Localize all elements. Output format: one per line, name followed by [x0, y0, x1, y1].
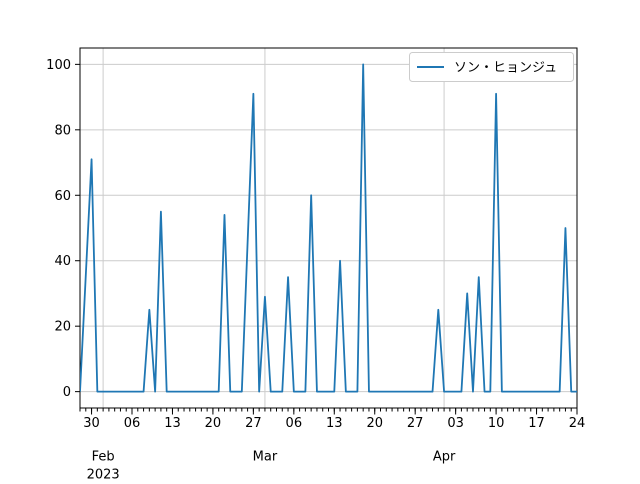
- y-tick-label: 80: [54, 123, 71, 138]
- gridlines: [80, 48, 577, 408]
- x-month-label: Apr: [433, 450, 456, 465]
- data-series: [80, 63, 577, 393]
- x-tick-label: 24: [569, 416, 586, 431]
- x-tick-label: 30: [83, 416, 100, 431]
- data-line: [80, 63, 577, 393]
- x-tick-label: 20: [366, 416, 383, 431]
- legend-box: [409, 52, 574, 82]
- x-tick-label: 13: [326, 416, 343, 431]
- x-tick-label: 27: [245, 416, 262, 431]
- x-month-label: Feb: [92, 450, 115, 465]
- x-tick-label: 20: [205, 416, 222, 431]
- x-tick-label: 17: [528, 416, 545, 431]
- x-year-label: 2023: [87, 468, 120, 481]
- x-tick-label: 10: [488, 416, 505, 431]
- x-tick-label: 06: [124, 416, 141, 431]
- axis-ticks: [75, 63, 578, 415]
- x-tick-label: 06: [286, 416, 303, 431]
- x-month-label: Mar: [253, 450, 278, 465]
- y-tick-label: 60: [54, 189, 71, 204]
- x-tick-label: 03: [447, 416, 464, 431]
- y-tick-label: 40: [54, 254, 71, 269]
- y-tick-label: 20: [54, 320, 71, 335]
- legend: ソン・ヒョンジュ: [409, 52, 574, 82]
- legend-label: ソン・ヒョンジュ: [454, 61, 557, 76]
- x-tick-label: 27: [407, 416, 424, 431]
- x-tick-label: 13: [164, 416, 181, 431]
- y-tick-label: 100: [46, 58, 71, 73]
- axis-tick-labels: 0 20 40 60 80 100 30 06 13 20 27 06 13 20 27 03 10 17 24 Fe…: [46, 58, 586, 483]
- y-tick-label: 0: [63, 385, 71, 400]
- plot-border: [79, 47, 578, 409]
